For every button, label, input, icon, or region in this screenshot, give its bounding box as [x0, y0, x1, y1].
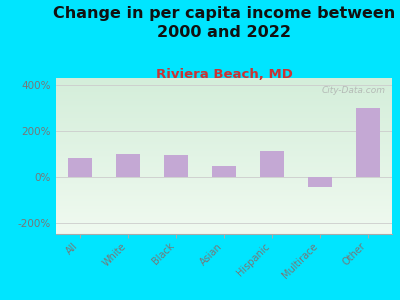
Bar [68, 158, 92, 177]
Bar [356, 108, 380, 177]
Bar [308, 177, 332, 187]
Text: Change in per capita income between
2000 and 2022: Change in per capita income between 2000… [53, 6, 395, 40]
Text: City-Data.com: City-Data.com [321, 86, 385, 95]
Bar [212, 166, 236, 177]
Bar [260, 152, 284, 177]
Text: Riviera Beach, MD: Riviera Beach, MD [156, 68, 292, 80]
Bar [164, 155, 188, 177]
Bar [116, 154, 140, 177]
